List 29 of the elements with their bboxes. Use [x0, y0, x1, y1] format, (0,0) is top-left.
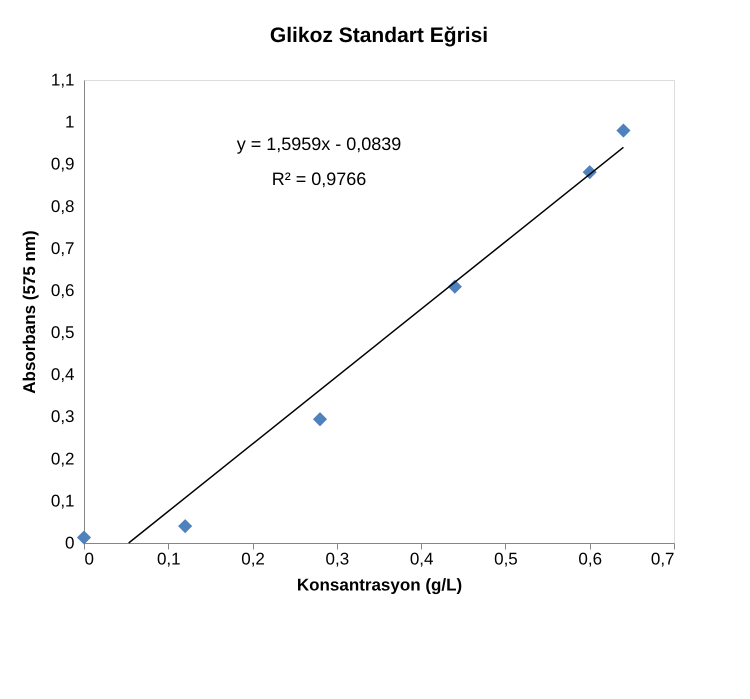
x-tick-label: 0,1 [156, 550, 181, 568]
y-tick-label: 0,6 [50, 280, 74, 300]
y-tick-label: 0,2 [50, 449, 74, 468]
point [312, 412, 328, 426]
x-tick-label: 0,6 [578, 550, 602, 568]
annotation: R² = 0,9766 [272, 169, 366, 189]
y-tick-label: 1,1 [50, 70, 74, 90]
point [76, 530, 92, 545]
x-tick-label: 0 [84, 550, 94, 568]
y-tick-label: 0,9 [50, 154, 74, 174]
y-tick-label: 0 [65, 534, 74, 552]
x-tick-label: 0,4 [410, 550, 434, 568]
point [178, 519, 192, 534]
y-axis-title: Absorbans (575 nm) [20, 230, 39, 394]
y-tick-label: 0,1 [50, 491, 74, 510]
annotation: y = 1,5959x - 0,0839 [236, 134, 402, 154]
y-tick-label: 0,3 [50, 407, 74, 426]
y-tick-label: 0,4 [50, 365, 74, 384]
x-tick-label: 0,7 [650, 550, 674, 568]
x-axis-title: Konsantrasyon (g/L) [296, 576, 462, 594]
x-tick-label: 0,2 [241, 550, 265, 568]
y-tick-label: 0,5 [50, 323, 74, 342]
y-tick-label: 0,7 [50, 238, 74, 258]
point [616, 123, 630, 138]
chart-title: Glikoz Standart Eğrisi [270, 24, 488, 47]
y-tick-label: 0,8 [50, 196, 74, 216]
x-tick-label: 0,5 [494, 550, 518, 568]
x-tick-label: 0,3 [326, 550, 350, 568]
y-tick-label: 1 [65, 112, 74, 132]
